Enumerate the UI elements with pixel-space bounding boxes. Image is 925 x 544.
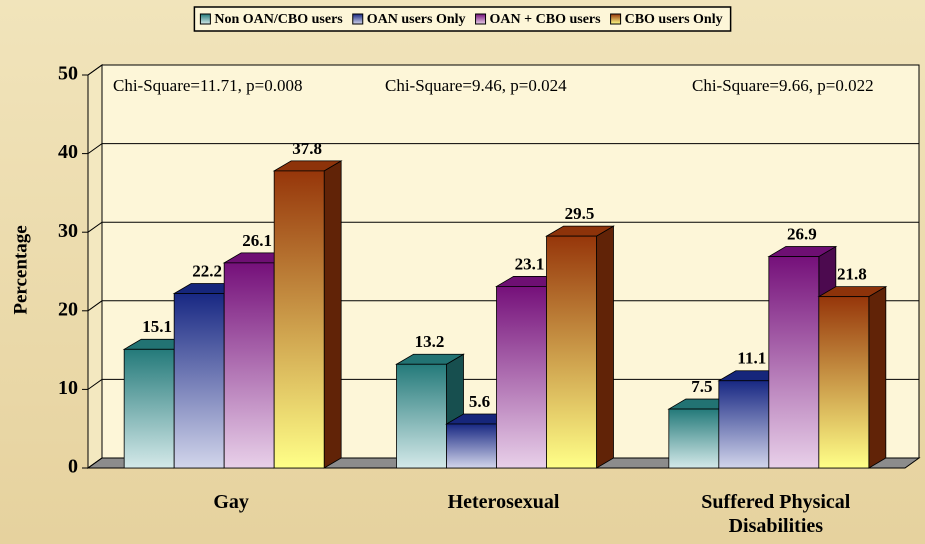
x-tick-label: Gay xyxy=(213,491,249,513)
y-tick-label: 0 xyxy=(68,456,78,478)
legend-swatch xyxy=(475,13,487,25)
value-label: 21.8 xyxy=(837,265,867,284)
grid-line xyxy=(87,457,919,469)
value-label: 23.1 xyxy=(515,254,545,273)
value-label: 7.5 xyxy=(691,377,712,396)
y-axis-label: Percentage xyxy=(10,225,31,314)
y-tick-label: 10 xyxy=(58,377,78,399)
value-label: 13.2 xyxy=(415,332,445,351)
legend: Non OAN/CBO users OAN users Only OAN + CBO… xyxy=(193,6,732,32)
bar xyxy=(272,160,343,469)
grid-line xyxy=(87,300,919,312)
legend-swatch xyxy=(199,13,211,25)
y-tick-label: 20 xyxy=(58,298,78,320)
value-label: 5.6 xyxy=(469,392,490,411)
y-tick-label: 40 xyxy=(58,141,78,163)
value-label: 29.5 xyxy=(565,204,595,223)
legend-label: OAN + CBO users xyxy=(490,12,602,27)
value-label: 22.2 xyxy=(192,261,222,280)
legend-label: CBO users Only xyxy=(625,12,723,27)
y-tick-label: 30 xyxy=(58,220,78,242)
value-label: 37.8 xyxy=(292,139,322,158)
x-tick-label: Suffered Physical Disabilities xyxy=(701,491,851,537)
value-label: 11.1 xyxy=(737,349,766,368)
legend-label: OAN users Only xyxy=(367,12,466,27)
legend-label: Non OAN/CBO users xyxy=(214,12,343,27)
legend-swatch xyxy=(352,13,364,25)
annotation: Chi-Square=9.46, p=0.024 xyxy=(385,76,567,95)
legend-swatch xyxy=(610,13,622,25)
grid-line xyxy=(87,221,919,233)
value-label: 26.1 xyxy=(242,231,272,250)
grid-line xyxy=(87,64,919,76)
annotation: Chi-Square=9.66, p=0.022 xyxy=(692,76,874,95)
grid-line xyxy=(87,378,919,390)
side-wall xyxy=(87,64,103,469)
y-tick-label: 50 xyxy=(58,63,78,85)
x-tick-label: Heterosexual xyxy=(447,491,560,513)
grid-line xyxy=(87,143,919,155)
bar xyxy=(545,225,615,469)
bar xyxy=(817,285,888,469)
bar xyxy=(395,353,465,469)
value-label: 26.9 xyxy=(787,224,817,243)
annotation: Chi-Square=11.71, p=0.008 xyxy=(113,76,302,95)
value-label: 15.1 xyxy=(142,317,172,336)
